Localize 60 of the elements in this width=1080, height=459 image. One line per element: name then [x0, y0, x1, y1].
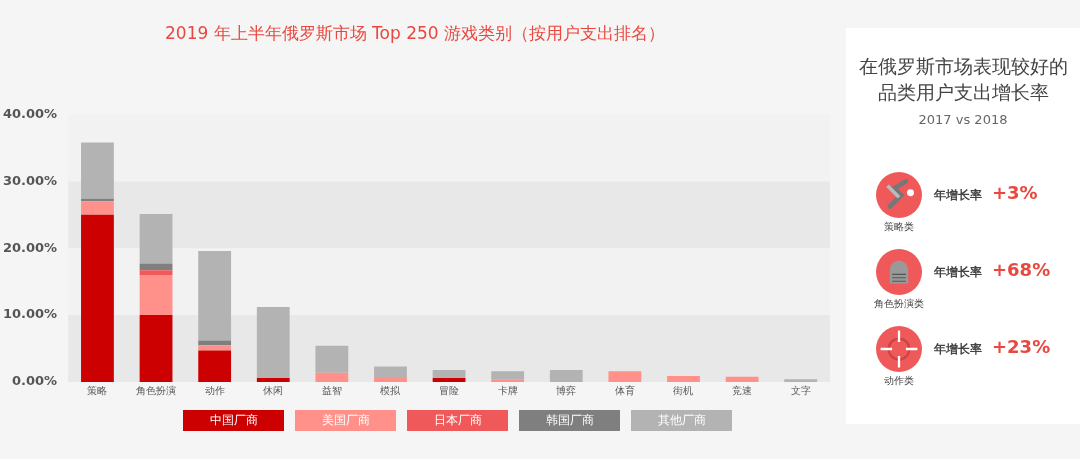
text: 2017 vs 2018	[917, 112, 1009, 127]
bar	[139, 274, 173, 316]
x-tick-label: 竞速	[732, 384, 753, 396]
bar	[667, 375, 700, 382]
y-tick-label: 40.00%	[2, 105, 58, 121]
x-tick-label: 体育	[614, 384, 635, 396]
text: 年增长率	[934, 187, 982, 204]
text: 日本厂商	[407, 410, 508, 431]
x-tick-label: 文字	[790, 384, 811, 396]
text: 在俄罗斯市场表现较好的品类用户支出增长率	[857, 55, 1069, 105]
bar	[198, 350, 232, 382]
text: 年增长率	[934, 264, 982, 281]
bar	[432, 369, 466, 378]
bar	[549, 369, 583, 382]
bar	[139, 315, 173, 382]
bar	[198, 250, 232, 341]
x-tick-label: 博弈	[556, 384, 577, 396]
bar	[315, 372, 349, 382]
bar	[81, 142, 114, 199]
text: 年增长率	[934, 341, 982, 358]
bar	[491, 371, 525, 380]
bar	[315, 345, 349, 373]
chart-title: 2019 年上半年俄罗斯市场 Top 250 游戏类别（按用户支出排名）	[164, 22, 666, 43]
x-tick-label: 动作	[204, 384, 225, 396]
bar	[784, 379, 818, 382]
text: 动作类	[883, 374, 915, 388]
bar	[374, 366, 407, 378]
x-tick-label: 益智	[321, 384, 342, 396]
y-tick-label: 30.00%	[2, 172, 58, 188]
text: 其他厂商	[631, 410, 732, 431]
bar	[139, 214, 173, 264]
bar	[491, 379, 525, 382]
text: 中国厂商	[183, 410, 284, 431]
bar	[256, 377, 290, 382]
bar	[608, 371, 642, 382]
text: +23%	[992, 336, 1051, 357]
text: 策略类	[883, 220, 915, 234]
y-tick-label: 20.00%	[2, 239, 58, 255]
text: 韩国厂商	[519, 410, 620, 431]
bar	[725, 376, 759, 382]
x-tick-label: 角色扮演	[136, 384, 177, 396]
x-tick-label: 冒险	[439, 384, 460, 396]
x-tick-label: 模拟	[380, 384, 402, 396]
x-tick-label: 休闲	[263, 384, 284, 396]
y-tick-label: 10.00%	[2, 306, 58, 322]
bar	[81, 201, 114, 215]
x-tick-label: 街机	[673, 384, 694, 396]
x-tick-label: 卡牌	[497, 384, 518, 396]
bar	[81, 214, 114, 382]
text: 美国厂商	[295, 410, 396, 431]
bar	[374, 377, 407, 382]
text: +3%	[992, 182, 1038, 203]
text: +68%	[992, 259, 1051, 280]
text: 角色扮演类	[873, 297, 925, 311]
bar	[139, 270, 173, 275]
bar	[256, 307, 290, 378]
y-tick-label: 0.00%	[12, 373, 58, 389]
bar	[198, 345, 232, 351]
bar	[432, 377, 466, 382]
x-tick-label: 策略	[87, 384, 108, 396]
